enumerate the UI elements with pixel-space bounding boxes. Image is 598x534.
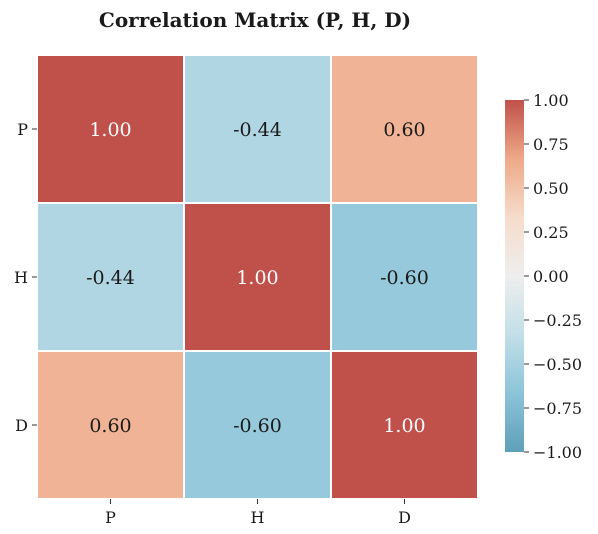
x-tick-label: P (105, 508, 116, 527)
y-tick-label: D (15, 416, 28, 435)
colorbar-tick-label: 1.00 (533, 91, 569, 110)
colorbar-bar (505, 100, 524, 452)
cell-value-label: 1.00 (236, 267, 278, 289)
chart-title: Correlation Matrix (P, H, D) (99, 8, 411, 32)
y-tick-label: H (14, 268, 28, 287)
cell-value-label: 0.60 (383, 119, 425, 141)
colorbar-tick-label: 0.25 (533, 223, 569, 242)
heatmap-cell (38, 56, 183, 202)
cell-value-label: 1.00 (89, 119, 131, 141)
colorbar-tick-label: −0.50 (533, 355, 582, 374)
heatmap-cell (332, 56, 477, 202)
colorbar: 1.00 0.75 0.50 0.25 0.00 −0.25 −0.50 −0.75 −1.00 (505, 91, 582, 462)
cell-value-label: 1.00 (383, 415, 425, 437)
colorbar-tick-label: −0.75 (533, 399, 582, 418)
heatmap-cell (332, 204, 477, 350)
heatmap-cells: 1.00 -0.44 0.60 -0.44 1.00 -0.60 0.60 -0.60 1.00 (38, 56, 477, 498)
colorbar-tick-label: −1.00 (533, 443, 582, 462)
y-tick-label: P (17, 120, 28, 139)
colorbar-tick-label: 0.00 (533, 267, 569, 286)
cell-value-label: -0.60 (233, 415, 282, 437)
cell-value-label: -0.60 (380, 267, 429, 289)
heatmap-cell (185, 352, 330, 498)
colorbar-tick-label: 0.50 (533, 179, 569, 198)
cell-value-label: -0.44 (233, 119, 282, 141)
heatmap-cell (185, 204, 330, 350)
heatmap-cell (38, 352, 183, 498)
y-axis: P H D (14, 120, 37, 435)
x-tick-label: H (251, 508, 265, 527)
heatmap-cell (332, 352, 477, 498)
heatmap-cell (38, 204, 183, 350)
cell-value-label: -0.44 (86, 267, 135, 289)
x-tick-label: D (398, 508, 411, 527)
cell-value-label: 0.60 (89, 415, 131, 437)
colorbar-tick-label: −0.25 (533, 311, 582, 330)
colorbar-tick-label: 0.75 (533, 135, 569, 154)
heatmap-cell (185, 56, 330, 202)
colorbar-ticks: 1.00 0.75 0.50 0.25 0.00 −0.25 −0.50 −0.75 −1.00 (524, 91, 582, 462)
